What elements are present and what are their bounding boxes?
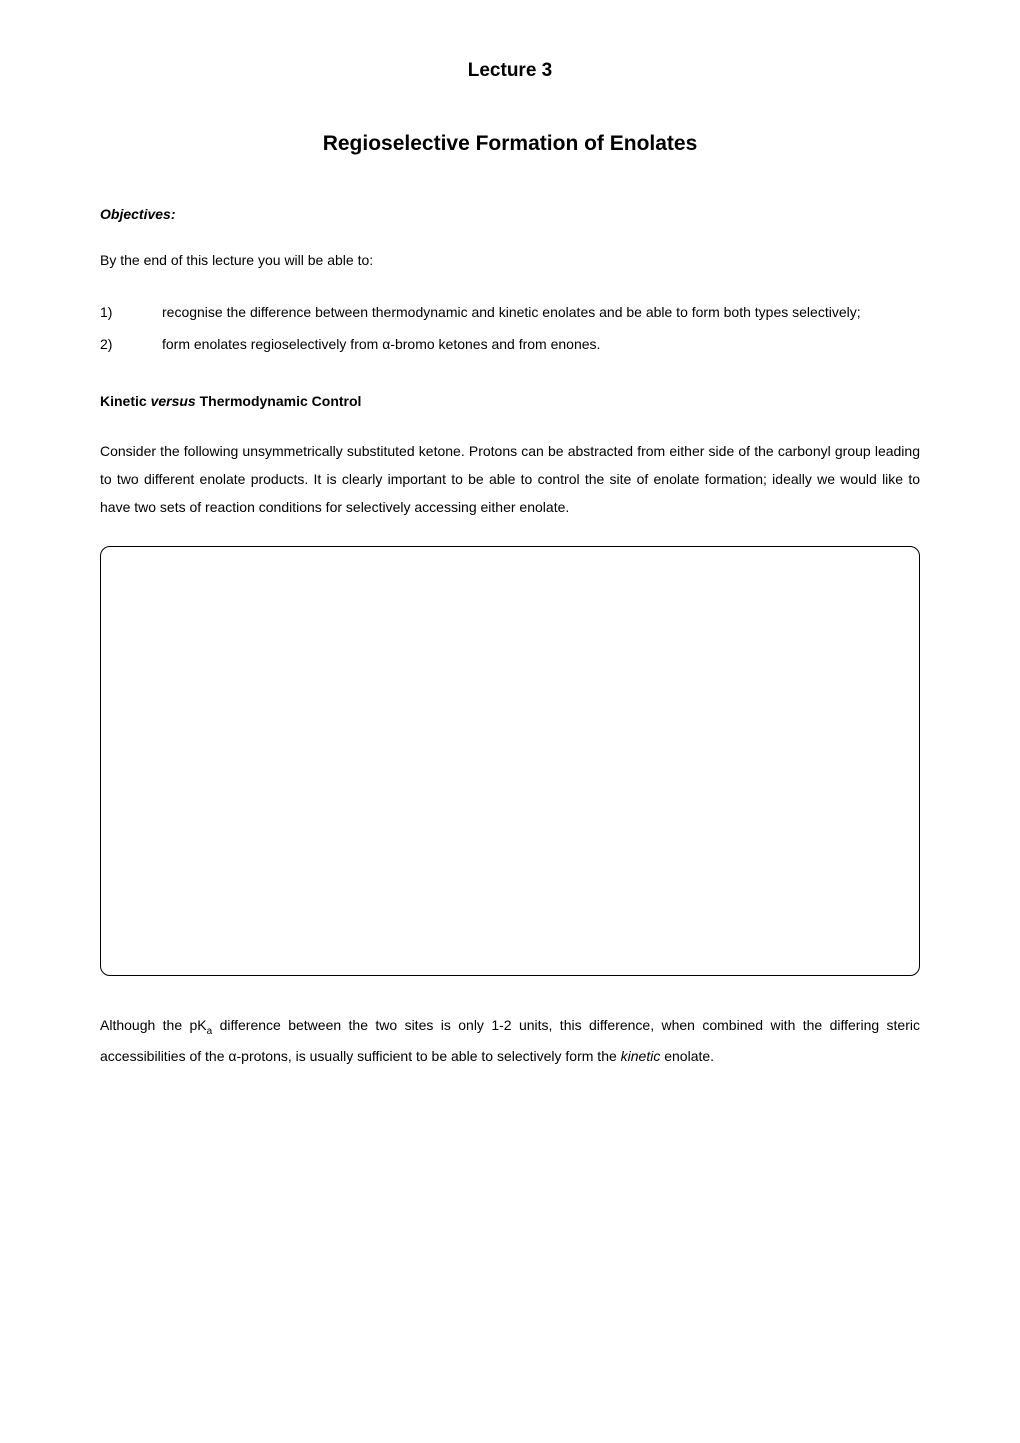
page-title: Regioselective Formation of Enolates [100, 132, 920, 156]
list-number: 1) [100, 298, 162, 326]
text-part: -protons, is usually sufficient to be ab… [237, 1048, 621, 1064]
objectives-intro: By the end of this lecture you will be a… [100, 252, 920, 268]
closing-paragraph: Although the pKa difference between the … [100, 1011, 920, 1070]
list-content: recognise the difference between thermod… [162, 298, 920, 326]
heading-italic: versus [151, 393, 196, 409]
section-paragraph: Consider the following unsymmetrically s… [100, 437, 920, 521]
text-part: form enolates regioselectively from [162, 336, 382, 352]
objectives-heading: Objectives: [100, 206, 920, 222]
text-part: -bromo ketones and from enones. [390, 336, 600, 352]
list-item: 1) recognise the difference between ther… [100, 298, 920, 326]
list-content: form enolates regioselectively from α-br… [162, 330, 920, 358]
text-part: Although the pK [100, 1017, 207, 1033]
alpha-symbol: α [228, 1048, 236, 1064]
italic-word: kinetic [621, 1048, 661, 1064]
objectives-list: 1) recognise the difference between ther… [100, 298, 920, 358]
heading-part: Kinetic [100, 393, 151, 409]
heading-part: Thermodynamic Control [196, 393, 362, 409]
text-part: enolate. [660, 1048, 714, 1064]
list-item: 2) form enolates regioselectively from α… [100, 330, 920, 358]
diagram-box [100, 546, 920, 976]
section-heading: Kinetic versus Thermodynamic Control [100, 393, 920, 409]
lecture-number: Lecture 3 [100, 60, 920, 82]
list-number: 2) [100, 330, 162, 358]
